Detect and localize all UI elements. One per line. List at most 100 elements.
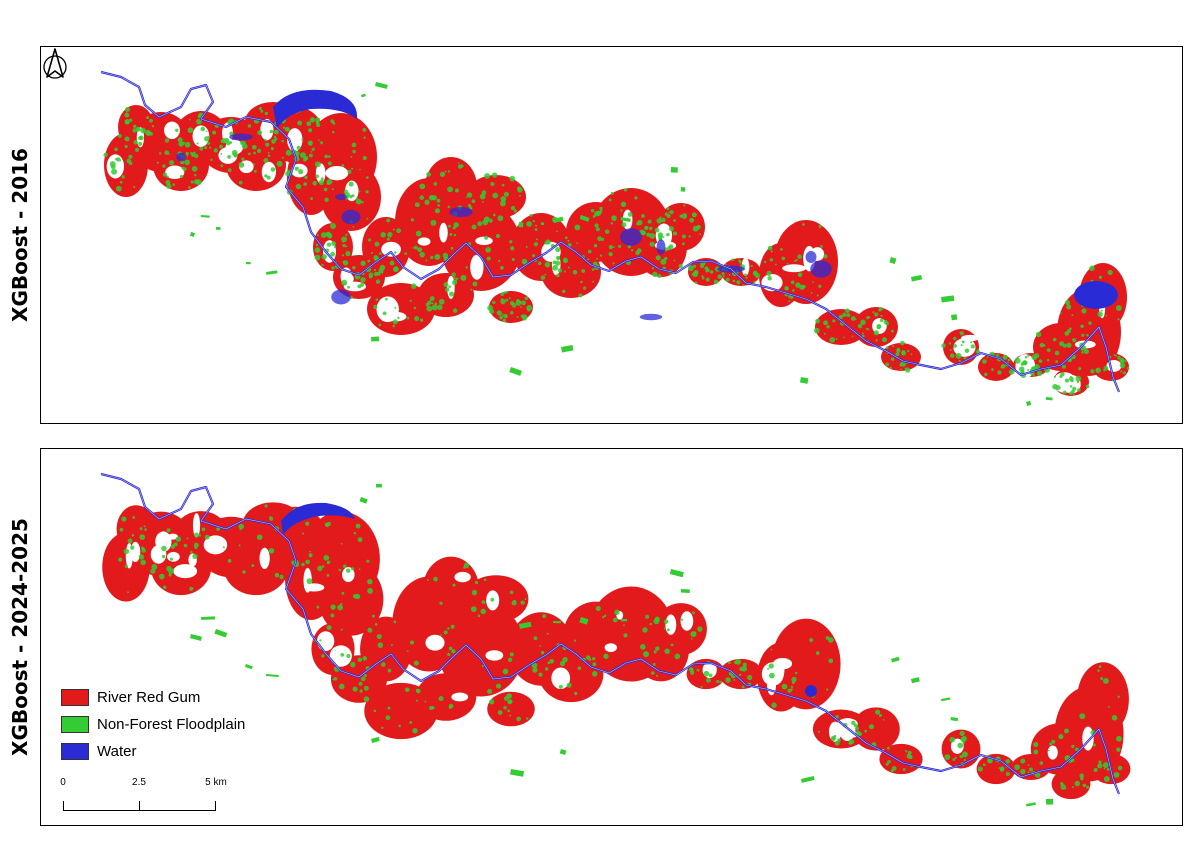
floodplain-patch [371, 736, 380, 744]
floodplain-speckle [346, 653, 351, 659]
floodplain-speckle [766, 270, 772, 276]
floodplain-speckle [895, 352, 900, 357]
floodplain-speckle [860, 319, 866, 326]
floodplain-speckle [340, 653, 345, 657]
river-channel-highlight [100, 473, 1120, 795]
floodplain-speckle [357, 657, 363, 662]
floodplain-speckle [678, 263, 683, 269]
floodplain-speckle [1116, 735, 1122, 742]
floodplain-speckle [251, 564, 255, 567]
floodplain-speckle [185, 151, 189, 156]
floodplain-speckle [991, 368, 994, 371]
floodplain-speckle [264, 174, 268, 178]
unclassified-gap [260, 118, 274, 141]
floodplain-speckle [264, 111, 268, 115]
floodplain-speckle [511, 258, 515, 262]
floodplain-speckle [242, 570, 246, 574]
floodplain-speckle [787, 658, 790, 661]
floodplain-speckle [1072, 338, 1077, 343]
floodplain-speckle [320, 177, 324, 181]
floodplain-speckle [865, 327, 868, 330]
floodplain-speckle [427, 579, 429, 582]
legend-swatch-water [61, 743, 89, 760]
floodplain-speckle [307, 140, 313, 146]
floodplain-speckle [414, 316, 420, 322]
floodplain-speckle [367, 579, 373, 585]
floodplain-speckle [415, 230, 422, 237]
floodplain-speckle [318, 139, 320, 141]
floodplain-speckle [341, 164, 345, 167]
floodplain-speckle [641, 214, 645, 218]
floodplain-speckle [1113, 354, 1116, 356]
floodplain-speckle [1108, 705, 1110, 708]
floodplain-speckle [487, 305, 493, 311]
floodplain-speckle [445, 287, 450, 292]
unclassified-gap [164, 121, 180, 140]
floodplain-speckle [455, 277, 459, 280]
floodplain-speckle [191, 165, 198, 172]
floodplain-speckle [301, 138, 304, 141]
floodplain-speckle [357, 284, 362, 289]
floodplain-speckle [434, 302, 438, 306]
floodplain-speckle [623, 633, 628, 638]
floodplain-speckle [503, 291, 506, 294]
floodplain-speckle [802, 284, 806, 289]
unclassified-gap [167, 551, 180, 562]
floodplain-speckle [333, 666, 337, 670]
floodplain-speckle [314, 161, 321, 168]
floodplain-speckle [316, 234, 319, 236]
floodplain-speckle [139, 527, 143, 531]
floodplain-speckle [521, 258, 528, 265]
floodplain-patch [669, 569, 684, 578]
floodplain-speckle [449, 291, 455, 297]
floodplain-speckle [509, 652, 514, 657]
floodplain-speckle [999, 766, 1005, 771]
floodplain-patch [1045, 397, 1053, 401]
floodplain-speckle [281, 156, 284, 159]
floodplain-speckle [471, 224, 477, 230]
floodplain-speckle [382, 311, 387, 316]
floodplain-speckle [552, 264, 559, 271]
floodplain-speckle [438, 298, 445, 305]
floodplain-speckle [656, 218, 662, 224]
floodplain-speckle [133, 140, 138, 145]
floodplain-speckle [110, 164, 116, 170]
floodplain-speckle [359, 689, 363, 693]
floodplain-speckle [480, 608, 486, 615]
floodplain-speckle [727, 661, 731, 665]
floodplain-speckle [139, 534, 146, 540]
floodplain-speckle [1077, 388, 1081, 392]
map-panel-2024[interactable]: River Red Gum Non-Forest Floodplain Wate… [40, 448, 1183, 826]
floodplain-speckle [1035, 331, 1042, 338]
floodplain-speckle [879, 318, 884, 323]
floodplain-speckle [827, 637, 834, 643]
map-panel-2016[interactable] [40, 46, 1183, 424]
floodplain-speckle [995, 353, 999, 358]
floodplain-speckle [620, 209, 623, 212]
floodplain-speckle [419, 251, 425, 258]
floodplain-speckle [692, 611, 695, 615]
floodplain-speckle [500, 200, 506, 207]
floodplain-speckle [1080, 324, 1084, 328]
floodplain-patch [518, 221, 524, 228]
floodplain-patch [214, 629, 228, 638]
floodplain-speckle [1117, 695, 1120, 699]
unclassified-gap [342, 567, 355, 583]
floodplain-speckle [333, 677, 338, 681]
unclassified-gap [604, 643, 617, 652]
river-red-gum-patch [437, 601, 525, 697]
floodplain-speckle [768, 672, 775, 679]
floodplain-speckle [781, 256, 786, 261]
floodplain-speckle [482, 200, 484, 203]
floodplain-speckle [790, 688, 793, 691]
floodplain-speckle [497, 710, 503, 715]
floodplain-speckle [1052, 337, 1057, 342]
floodplain-speckle [636, 222, 640, 226]
floodplain-speckle [270, 146, 274, 151]
floodplain-speckle [358, 568, 361, 571]
floodplain-speckle [725, 277, 730, 282]
floodplain-speckle [767, 667, 770, 670]
floodplain-speckle [709, 270, 714, 274]
river-red-gum-patch [881, 343, 921, 371]
floodplain-speckle [691, 273, 695, 276]
